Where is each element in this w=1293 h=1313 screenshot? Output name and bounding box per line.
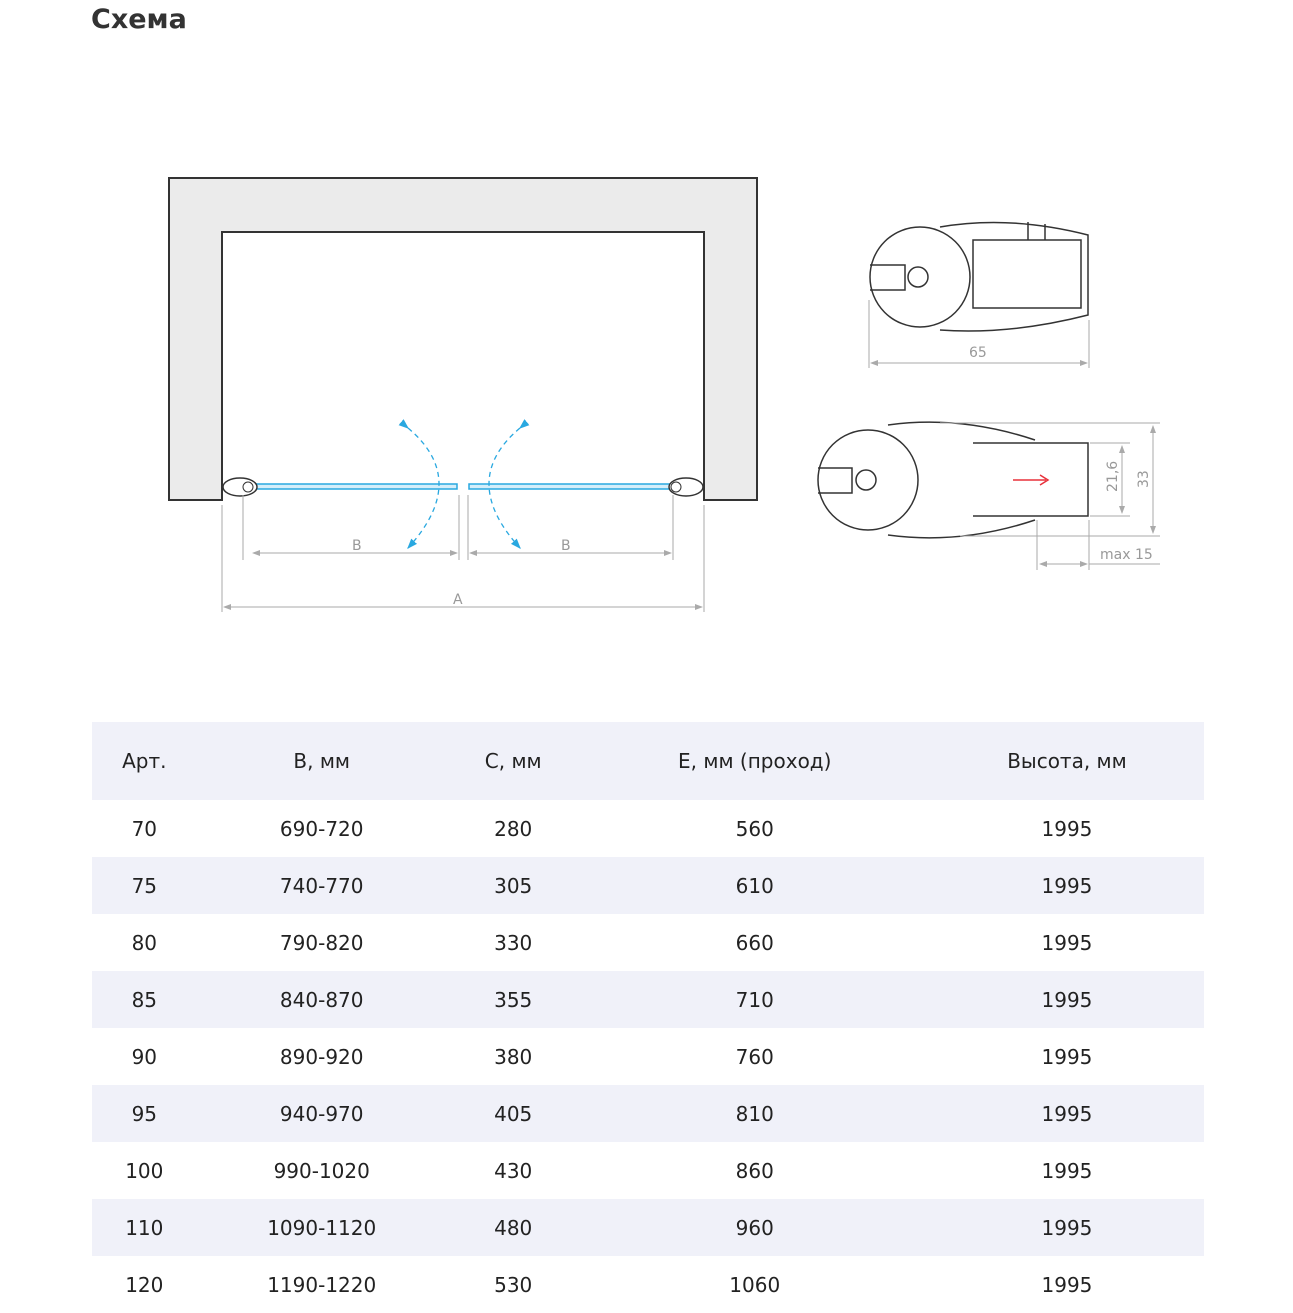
table-cell: 790-820 [279,930,364,955]
table-cell: 330 [494,930,533,955]
swing-arrows [398,419,530,549]
table-cell: 710 [579,971,930,1028]
table-cell: 890-920 [279,1044,364,1069]
table-row: 75 740-770 305 610 1995 [92,857,1204,914]
table-cell: 1190-1220 [267,1272,377,1297]
dim-max-15: max 15 [1100,547,1153,563]
table-row: 70 690-720 280 560 1995 [92,800,1204,857]
table-cell: 760 [735,1044,774,1069]
table-cell: 1995 [1041,816,1093,841]
col-height: Высота, мм [929,722,1204,800]
col-art: Арт. [92,722,197,800]
table-cell: 660 [735,930,774,955]
table-cell: 1995 [1041,1272,1093,1297]
table-cell: 690-720 [279,816,364,841]
dim-65: 65 [969,345,987,361]
table-cell: 305 [446,857,580,914]
table-cell: 120 [125,1272,164,1297]
table-cell: 100 [125,1158,164,1183]
scheme-diagram: B B A 65 21,6 33 max 15 [168,177,1160,612]
wall-frame [168,177,758,501]
dim-33: 33 [1136,470,1152,488]
col-b: B, мм [196,722,447,800]
table-row: 100 990-1020 430 860 1995 [92,1142,1204,1199]
table-cell: 380 [494,1044,533,1069]
table-cell: 95 [92,1085,197,1142]
table-cell: 860 [735,1158,774,1183]
table-cell: 1995 [1041,1158,1093,1183]
table-cell: 740-770 [196,857,447,914]
table-row: 120 1190-1220 530 1060 1995 [92,1256,1204,1313]
glass-doors [222,477,704,497]
table-cell: 1995 [929,1199,1204,1256]
table-cell: 110 [92,1199,197,1256]
table-cell: 1995 [929,971,1204,1028]
table-cell: 430 [494,1158,533,1183]
table-cell: 960 [579,1199,930,1256]
table-cell: 75 [92,857,197,914]
table-cell: 80 [131,930,158,955]
table-cell: 90 [131,1044,158,1069]
dimension-lines [221,495,705,612]
dimensions-table: Арт. B, мм C, мм E, мм (проход) Высота, … [92,722,1204,1313]
table-cell: 1995 [1041,930,1093,955]
table-cell: 1090-1120 [196,1199,447,1256]
table-cell: 990-1020 [273,1158,370,1183]
table-cell: 810 [579,1085,930,1142]
table-cell: 940-970 [196,1085,447,1142]
dim-b-right: B [561,538,571,554]
table-cell: 480 [446,1199,580,1256]
table-row: 80 790-820 330 660 1995 [92,914,1204,971]
table-cell: 840-870 [196,971,447,1028]
table-row: 110 1090-1120 480 960 1995 [92,1199,1204,1256]
dim-a: A [453,592,463,608]
dim-b-left: B [352,538,362,554]
table-cell: 530 [494,1272,533,1297]
table-row: 90 890-920 380 760 1995 [92,1028,1204,1085]
col-e: E, мм (проход) [579,722,930,800]
profile-section-top [869,221,1089,332]
table-cell: 355 [446,971,580,1028]
table-cell: 1995 [929,857,1204,914]
table-cell: 1060 [729,1272,781,1297]
col-c: C, мм [446,722,580,800]
dim-21-6: 21,6 [1105,461,1121,492]
table-row: 85 840-870 355 710 1995 [92,971,1204,1028]
page-title: Схема [91,4,187,35]
hinge-left-icon [222,477,258,497]
table-cell: 610 [579,857,930,914]
table-cell: 280 [494,816,533,841]
table-cell: 85 [92,971,197,1028]
table-cell: 1995 [929,1085,1204,1142]
table-cell: 560 [735,816,774,841]
hinge-right-icon [668,477,704,497]
table-cell: 1995 [1041,1044,1093,1069]
table-cell: 70 [131,816,158,841]
table-header-row: Арт. B, мм C, мм E, мм (проход) Высота, … [92,722,1204,800]
table-cell: 405 [446,1085,580,1142]
table-row: 95 940-970 405 810 1995 [92,1085,1204,1142]
